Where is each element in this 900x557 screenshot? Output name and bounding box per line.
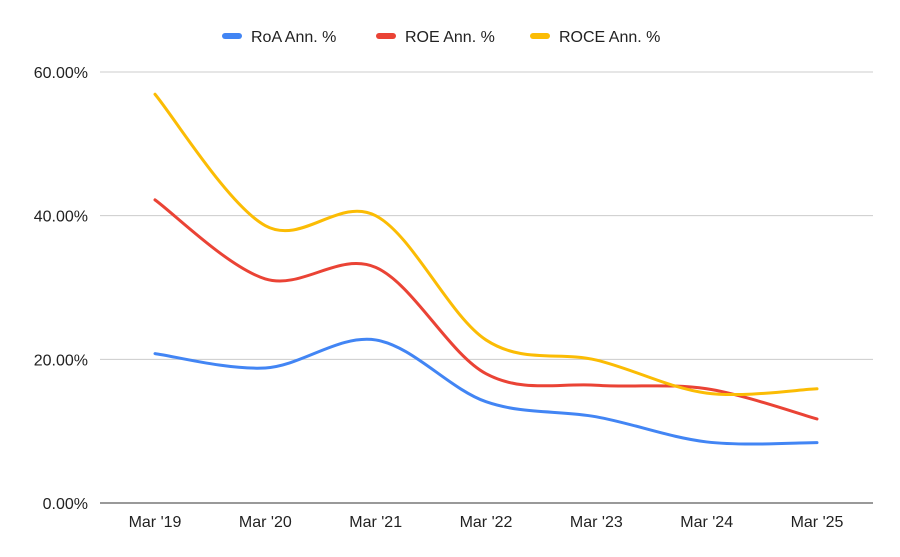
x-tick-label: Mar '20 <box>239 514 292 531</box>
y-tick-label: 0.00% <box>43 496 88 513</box>
x-tick-label: Mar '25 <box>791 514 844 531</box>
x-axis: Mar '19 Mar '20 Mar '21 Mar '22 Mar '23 Mar '… <box>129 514 844 531</box>
legend-label: ROE Ann. % <box>405 29 495 46</box>
legend-swatch <box>222 33 242 39</box>
x-tick-label: Mar '23 <box>570 514 623 531</box>
legend-swatch <box>376 33 396 39</box>
gridlines <box>100 71 873 504</box>
legend-label: ROCE Ann. % <box>559 29 660 46</box>
x-tick-label: Mar '22 <box>460 514 513 531</box>
y-axis: 0.00% 20.00% 40.00% 60.00% <box>34 65 88 513</box>
legend-swatch <box>530 33 550 39</box>
y-tick-label: 40.00% <box>34 209 88 226</box>
x-tick-label: Mar '19 <box>129 514 182 531</box>
series-lines <box>153 92 819 446</box>
series-line-1 <box>153 198 819 421</box>
legend-label: RoA Ann. % <box>251 29 336 46</box>
x-tick-label: Mar '21 <box>349 514 402 531</box>
y-tick-label: 60.00% <box>34 65 88 82</box>
x-tick-label: Mar '24 <box>680 514 733 531</box>
series-line-2 <box>153 92 819 397</box>
y-tick-label: 20.00% <box>34 352 88 369</box>
legend: RoA Ann. % ROE Ann. % ROCE Ann. % <box>222 29 660 46</box>
